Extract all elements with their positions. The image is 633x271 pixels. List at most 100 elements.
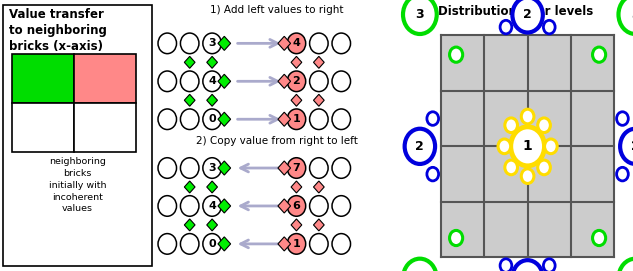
Bar [441,35,614,257]
Polygon shape [218,36,230,50]
Text: 4: 4 [208,201,216,211]
Polygon shape [313,56,324,68]
Circle shape [287,234,306,254]
Polygon shape [218,237,230,251]
Circle shape [537,118,550,133]
Circle shape [543,20,555,34]
Polygon shape [278,112,291,126]
Circle shape [403,0,437,34]
Circle shape [449,230,463,246]
Polygon shape [184,181,195,193]
Circle shape [180,33,199,54]
Circle shape [332,109,351,130]
Circle shape [310,71,328,92]
Circle shape [522,109,534,124]
Circle shape [287,109,306,130]
Circle shape [203,196,222,216]
Text: 6: 6 [292,201,301,211]
Circle shape [332,71,351,92]
Polygon shape [207,181,218,193]
Polygon shape [313,219,324,231]
Circle shape [592,47,606,62]
Text: Distribution over levels: Distribution over levels [438,5,594,18]
Text: 1: 1 [523,139,532,153]
Circle shape [505,160,518,175]
Polygon shape [278,237,291,251]
Text: 0: 0 [208,114,216,124]
Bar [75,54,137,103]
Polygon shape [184,94,195,106]
Text: 3: 3 [208,38,216,48]
Circle shape [618,0,633,34]
Polygon shape [218,199,230,213]
Circle shape [287,71,306,92]
Polygon shape [207,56,218,68]
Bar [75,103,137,152]
Polygon shape [278,36,291,50]
Circle shape [427,112,439,125]
Circle shape [203,234,222,254]
Polygon shape [313,94,324,106]
Text: 4: 4 [292,38,301,48]
Polygon shape [184,219,195,231]
Circle shape [180,158,199,178]
Polygon shape [291,94,302,106]
Circle shape [543,259,555,271]
Bar [13,54,75,103]
Circle shape [203,158,222,178]
Polygon shape [278,199,291,213]
Circle shape [203,109,222,130]
Text: 2) Copy value from right to left: 2) Copy value from right to left [196,136,358,146]
Circle shape [618,259,633,271]
Text: 2: 2 [292,76,300,86]
Text: 3: 3 [208,163,216,173]
Polygon shape [291,181,302,193]
Circle shape [617,112,629,125]
Circle shape [158,109,177,130]
Circle shape [287,196,306,216]
Circle shape [511,127,544,166]
Circle shape [180,196,199,216]
Circle shape [537,160,550,175]
Circle shape [310,33,328,54]
Polygon shape [207,94,218,106]
Circle shape [332,158,351,178]
Circle shape [203,33,222,54]
Polygon shape [278,161,291,175]
Circle shape [498,139,511,154]
Circle shape [158,158,177,178]
Circle shape [310,196,328,216]
Polygon shape [218,161,230,175]
Circle shape [404,129,435,164]
Circle shape [522,169,534,183]
Polygon shape [291,56,302,68]
Circle shape [203,71,222,92]
Polygon shape [278,74,291,88]
Text: neighboring
bricks
initially with
incoherent
values: neighboring bricks initially with incohe… [49,157,106,213]
Circle shape [180,234,199,254]
Circle shape [592,230,606,246]
Polygon shape [207,219,218,231]
Circle shape [500,259,512,271]
Circle shape [158,196,177,216]
Circle shape [505,118,518,133]
Polygon shape [218,74,230,88]
Circle shape [158,71,177,92]
Circle shape [332,33,351,54]
Circle shape [449,47,463,62]
Circle shape [427,167,439,181]
Text: 3: 3 [631,8,633,21]
Text: 0: 0 [208,239,216,249]
Bar [13,103,75,152]
Polygon shape [184,56,195,68]
Text: 2: 2 [631,140,633,153]
Circle shape [512,260,543,271]
Circle shape [512,0,543,33]
Polygon shape [218,112,230,126]
Circle shape [332,234,351,254]
Text: 1: 1 [292,239,300,249]
Circle shape [620,129,633,164]
Text: 1) Add left values to right: 1) Add left values to right [210,5,344,15]
Text: 7: 7 [292,163,300,173]
Text: 2: 2 [523,8,532,21]
